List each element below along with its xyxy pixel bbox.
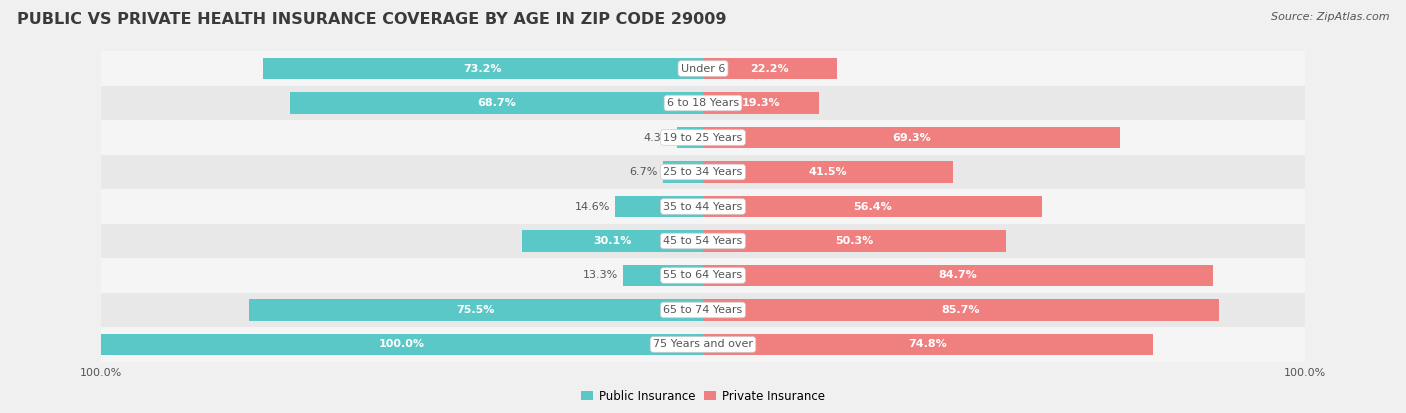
Bar bbox=[101, 120, 1305, 155]
Bar bbox=[703, 93, 820, 114]
Bar bbox=[703, 58, 837, 79]
Bar bbox=[101, 86, 1305, 120]
Bar bbox=[703, 299, 1219, 320]
Bar bbox=[101, 189, 1305, 224]
Bar bbox=[662, 161, 703, 183]
Text: 55 to 64 Years: 55 to 64 Years bbox=[664, 271, 742, 280]
Bar bbox=[522, 230, 703, 252]
Text: 73.2%: 73.2% bbox=[464, 64, 502, 74]
Text: 75 Years and over: 75 Years and over bbox=[652, 339, 754, 349]
Bar bbox=[101, 293, 1305, 327]
Text: 6 to 18 Years: 6 to 18 Years bbox=[666, 98, 740, 108]
Bar bbox=[703, 127, 1121, 148]
Text: 13.3%: 13.3% bbox=[583, 271, 619, 280]
Bar bbox=[703, 230, 1005, 252]
Bar bbox=[101, 51, 1305, 86]
Text: 25 to 34 Years: 25 to 34 Years bbox=[664, 167, 742, 177]
Text: 14.6%: 14.6% bbox=[575, 202, 610, 211]
Text: 100.0%: 100.0% bbox=[380, 339, 425, 349]
Bar bbox=[101, 258, 1305, 293]
Bar bbox=[678, 127, 703, 148]
Text: 19 to 25 Years: 19 to 25 Years bbox=[664, 133, 742, 142]
Text: 74.8%: 74.8% bbox=[908, 339, 948, 349]
Bar bbox=[703, 161, 953, 183]
Text: 85.7%: 85.7% bbox=[942, 305, 980, 315]
Text: Source: ZipAtlas.com: Source: ZipAtlas.com bbox=[1271, 12, 1389, 22]
Bar bbox=[249, 299, 703, 320]
Text: 56.4%: 56.4% bbox=[853, 202, 891, 211]
Bar bbox=[101, 155, 1305, 189]
Bar bbox=[263, 58, 703, 79]
Text: 6.7%: 6.7% bbox=[630, 167, 658, 177]
Bar bbox=[703, 334, 1153, 355]
Bar bbox=[101, 224, 1305, 258]
Text: 45 to 54 Years: 45 to 54 Years bbox=[664, 236, 742, 246]
Text: 22.2%: 22.2% bbox=[751, 64, 789, 74]
Text: 65 to 74 Years: 65 to 74 Years bbox=[664, 305, 742, 315]
Bar bbox=[290, 93, 703, 114]
Bar bbox=[101, 334, 703, 355]
Text: 68.7%: 68.7% bbox=[477, 98, 516, 108]
Text: 4.3%: 4.3% bbox=[644, 133, 672, 142]
Text: PUBLIC VS PRIVATE HEALTH INSURANCE COVERAGE BY AGE IN ZIP CODE 29009: PUBLIC VS PRIVATE HEALTH INSURANCE COVER… bbox=[17, 12, 727, 27]
Text: 84.7%: 84.7% bbox=[938, 271, 977, 280]
Text: 35 to 44 Years: 35 to 44 Years bbox=[664, 202, 742, 211]
Bar bbox=[703, 265, 1213, 286]
Text: 19.3%: 19.3% bbox=[742, 98, 780, 108]
Text: 69.3%: 69.3% bbox=[893, 133, 931, 142]
Bar bbox=[623, 265, 703, 286]
Text: Under 6: Under 6 bbox=[681, 64, 725, 74]
Bar bbox=[616, 196, 703, 217]
Bar bbox=[101, 327, 1305, 362]
Text: 30.1%: 30.1% bbox=[593, 236, 631, 246]
Text: 41.5%: 41.5% bbox=[808, 167, 848, 177]
Bar bbox=[703, 196, 1042, 217]
Text: 50.3%: 50.3% bbox=[835, 236, 873, 246]
Text: 75.5%: 75.5% bbox=[457, 305, 495, 315]
Legend: Public Insurance, Private Insurance: Public Insurance, Private Insurance bbox=[576, 385, 830, 408]
